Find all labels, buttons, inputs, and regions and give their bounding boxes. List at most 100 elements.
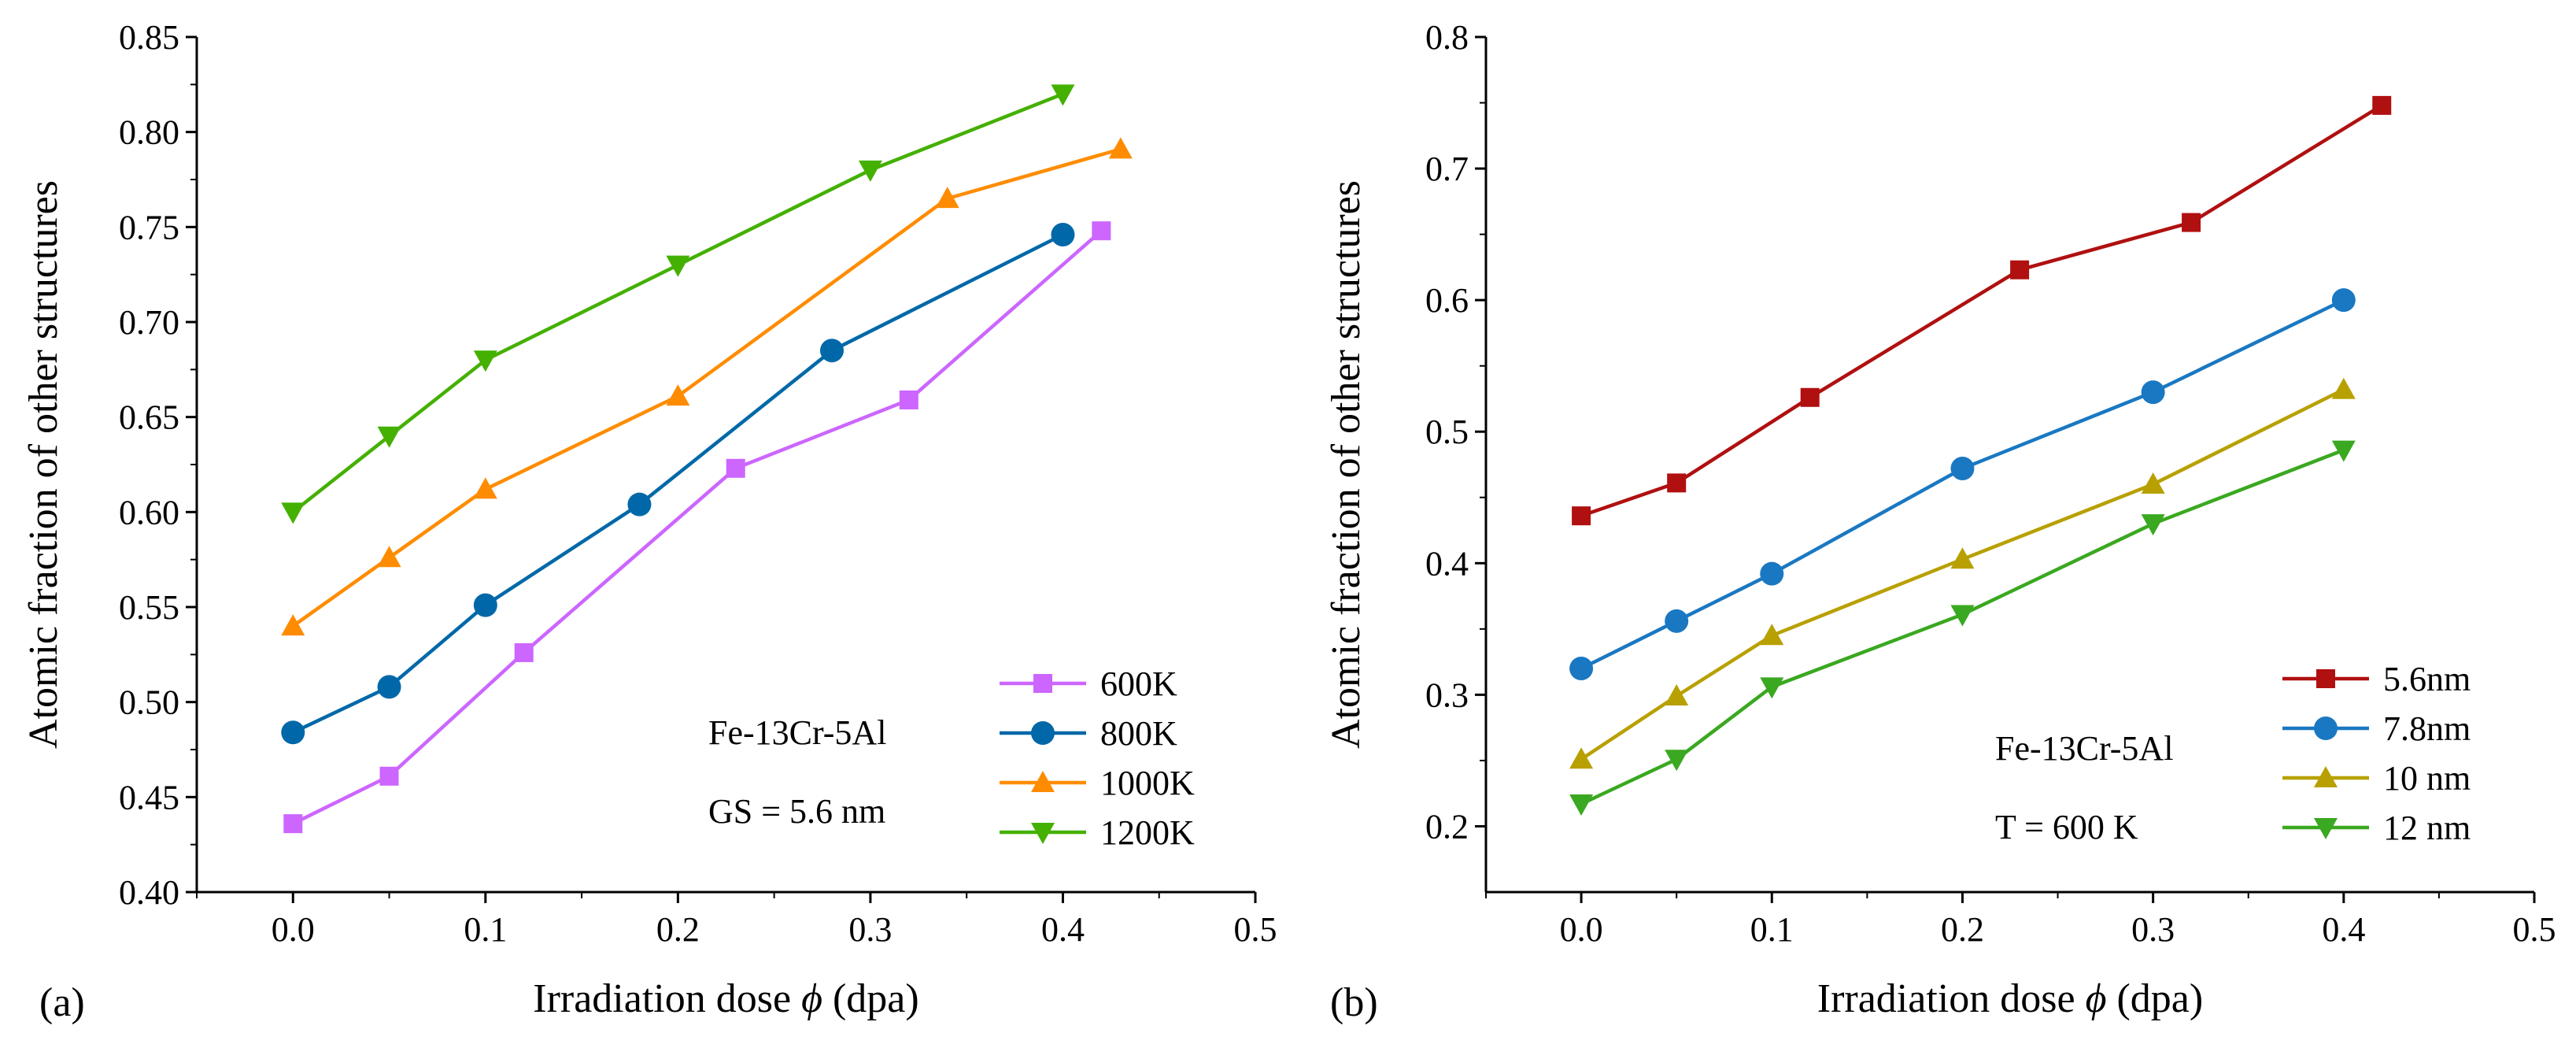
legend-label: 600K — [1100, 665, 1177, 703]
legend-entry: 10 nm — [2282, 759, 2471, 798]
data-point — [1760, 677, 1784, 699]
legend-entry: 1200K — [1000, 813, 1195, 852]
annotation-alloy: Fe-13Cr-5Al — [708, 713, 886, 752]
y-tick-label: 0.8 — [1425, 18, 1469, 57]
y-tick-label: 0.75 — [119, 208, 179, 246]
data-point — [1569, 794, 1594, 816]
data-point — [1950, 547, 1975, 569]
series-10nm — [1569, 377, 2356, 769]
series-line — [291, 92, 1064, 514]
legend-entry: 7.8nm — [2282, 709, 2471, 748]
x-tick-label: 0.2 — [656, 910, 700, 949]
data-point — [1569, 747, 1594, 769]
series-12nm — [1569, 440, 2356, 816]
legend-entry: 800K — [1000, 714, 1177, 753]
data-point — [1667, 473, 1687, 493]
data-point — [377, 546, 401, 568]
x-tick-label: 0.4 — [1041, 910, 1085, 949]
legend-marker — [2314, 766, 2338, 787]
annotation-alloy: Fe-13Cr-5Al — [1995, 729, 2173, 768]
legend-entry: 1000K — [1000, 764, 1195, 802]
data-point — [2331, 377, 2356, 399]
data-point — [473, 477, 497, 499]
data-point — [726, 458, 745, 478]
series-800k — [281, 222, 1075, 745]
x-tick-label: 0.2 — [1941, 910, 1984, 949]
legend-label: 1200K — [1100, 813, 1195, 852]
x-tick-label: 0.4 — [2322, 910, 2365, 949]
series-line — [1580, 448, 2345, 806]
data-point — [666, 384, 690, 406]
data-point — [820, 339, 844, 363]
series-7.8nm — [1569, 288, 2356, 680]
chart-panel-a: 0.0 0.1 0.2 0.3 0.4 0.5 0.40 0.45 0.50 0.55 0.60 0.… — [21, 18, 1277, 1025]
data-point — [899, 390, 918, 409]
x-axis-title-symbol: ϕ — [2086, 976, 2107, 1021]
x-axis-title-text: Irradiation dose — [533, 976, 801, 1021]
series-5.6nm — [1572, 95, 2392, 526]
x-axis-title: Irradiation dose ϕ (dpa) — [533, 976, 918, 1021]
data-point — [2010, 260, 2030, 280]
legend-label: 12 nm — [2383, 809, 2471, 847]
y-tick-label: 0.65 — [119, 398, 179, 437]
series-1200k — [281, 84, 1075, 524]
data-point — [666, 255, 690, 277]
data-point — [514, 642, 534, 662]
x-axis-title-unit: (dpa) — [2106, 976, 2203, 1021]
data-point — [1108, 137, 1133, 159]
data-point — [627, 492, 652, 517]
data-point — [1051, 222, 1075, 246]
legend-marker — [2314, 818, 2338, 839]
y-tick-label: 0.70 — [119, 303, 179, 342]
data-point — [281, 720, 305, 745]
y-tick-label: 0.85 — [119, 18, 179, 57]
series-1000k — [281, 137, 1133, 636]
data-point — [281, 614, 305, 636]
series-line — [292, 229, 1103, 826]
data-point — [2331, 288, 2356, 313]
annotation-condition: GS = 5.6 nm — [708, 792, 885, 831]
data-point — [2141, 514, 2165, 536]
y-tick-label: 0.7 — [1425, 150, 1469, 188]
data-point — [858, 160, 882, 182]
series-line — [1580, 103, 2383, 518]
series-600k — [283, 221, 1111, 834]
y-tick-label: 0.80 — [119, 113, 179, 152]
y-tick-label: 0.55 — [119, 588, 179, 627]
x-tick-label: 0.0 — [1560, 910, 1603, 949]
y-axis-title: Atomic fraction of other structures — [1324, 180, 1369, 749]
data-point — [1800, 387, 1820, 407]
legend-marker — [1031, 823, 1055, 844]
data-point — [1760, 561, 1784, 586]
series-line — [292, 232, 1064, 735]
data-point — [1092, 221, 1111, 241]
x-axis-title-text: Irradiation dose — [1817, 976, 2086, 1021]
data-point — [1760, 624, 1784, 646]
data-point — [2372, 95, 2392, 115]
chart-panel-b: 0.0 0.1 0.2 0.3 0.4 0.5 0.2 0.3 0.4 0.5 0.6 0.7 0.8 A… — [1324, 18, 2556, 1025]
legend-entry: 12 nm — [2282, 809, 2471, 847]
data-point — [2331, 440, 2356, 462]
legend-marker — [2314, 716, 2338, 740]
data-point — [1569, 656, 1594, 680]
y-tick-label: 0.3 — [1425, 676, 1469, 714]
y-tick-label: 0.5 — [1425, 413, 1469, 451]
y-tick-label: 0.45 — [119, 778, 179, 816]
legend-label: 1000K — [1100, 764, 1195, 802]
x-tick-label: 0.3 — [848, 910, 892, 949]
legend-entry: 5.6nm — [2282, 660, 2471, 698]
x-tick-label: 0.0 — [272, 910, 315, 949]
y-tick-label: 0.40 — [119, 873, 179, 912]
legend-entry: 600K — [1000, 665, 1177, 703]
y-tick-label: 0.2 — [1425, 807, 1469, 846]
data-point — [1665, 750, 1689, 772]
legend-marker — [1033, 674, 1052, 693]
y-tick-label: 0.6 — [1425, 281, 1469, 320]
data-point — [473, 350, 497, 372]
y-tick-label: 0.50 — [119, 683, 179, 722]
data-point — [1051, 84, 1075, 106]
legend-label: 5.6nm — [2383, 660, 2471, 698]
x-tick-label: 0.1 — [1750, 910, 1794, 949]
